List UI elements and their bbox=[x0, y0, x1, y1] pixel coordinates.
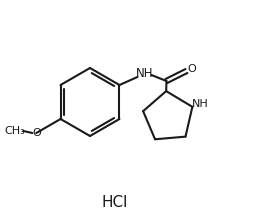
Text: HCl: HCl bbox=[102, 194, 128, 209]
Text: O: O bbox=[187, 64, 196, 74]
Text: NH: NH bbox=[192, 99, 209, 109]
Text: NH: NH bbox=[136, 66, 153, 79]
Text: CH₃: CH₃ bbox=[4, 126, 25, 136]
Text: O: O bbox=[32, 128, 41, 138]
